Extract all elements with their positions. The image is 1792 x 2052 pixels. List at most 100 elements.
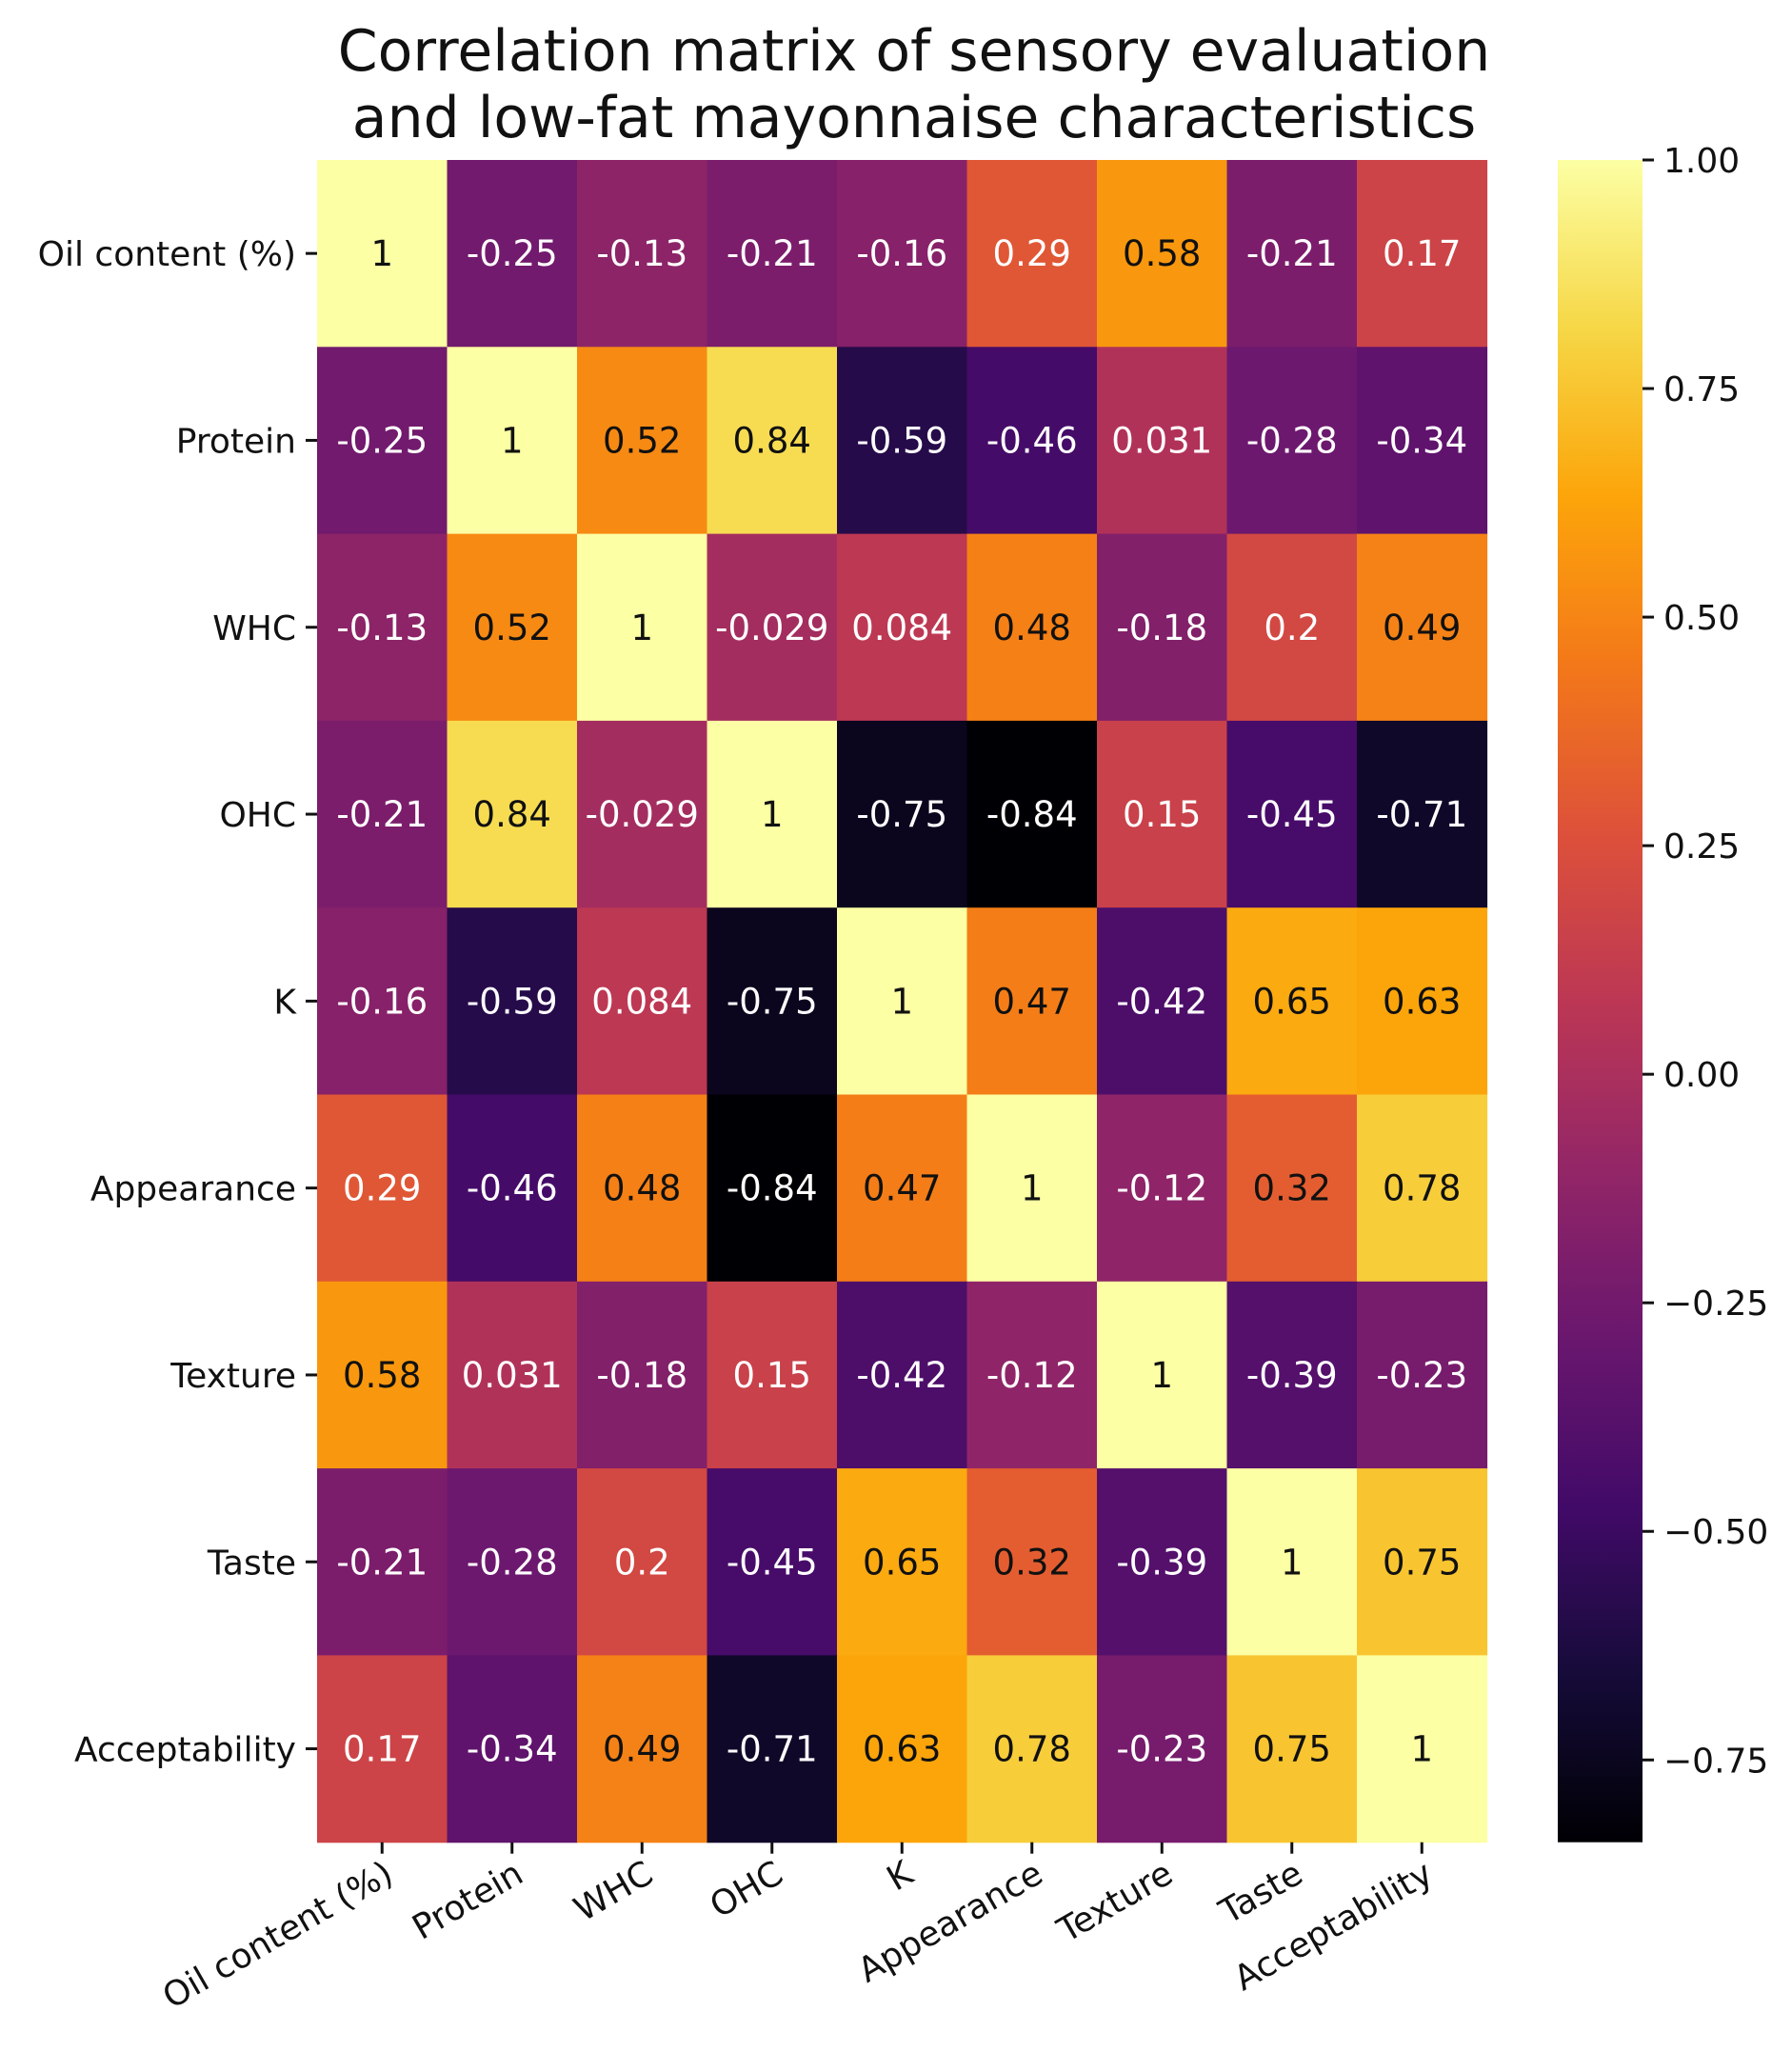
cell-value-label-7-7: 1 bbox=[1281, 1542, 1304, 1583]
cell-value-label-6-1: 0.031 bbox=[462, 1355, 563, 1396]
heatmap-cell-0-2 bbox=[577, 160, 708, 348]
heatmap-cell-1-3 bbox=[707, 347, 838, 535]
cell-value-label-2-2: 1 bbox=[630, 608, 653, 648]
cell-value-label-1-7: -0.28 bbox=[1246, 420, 1338, 461]
colorbar-tick-label-7: −0.75 bbox=[1663, 1742, 1768, 1781]
colorbar: 1.00 0.75 0.50 0.25 0.00 −0.25 −0.50 −0.75 bbox=[1558, 142, 1768, 1843]
heatmap-cell-6-2 bbox=[577, 1281, 708, 1469]
heatmap-cell-1-0 bbox=[317, 347, 448, 535]
row-label-oil-content: Oil content (%) bbox=[38, 235, 296, 274]
cell-value-label-8-1: -0.34 bbox=[467, 1729, 558, 1770]
cell-value-label-0-4: -0.16 bbox=[856, 233, 947, 274]
heatmap-cell-7-0 bbox=[317, 1468, 448, 1656]
heatmap-cell-4-8 bbox=[1357, 907, 1488, 1096]
heatmap-cell-1-6 bbox=[1097, 347, 1228, 535]
cell-value-label-1-3: 0.84 bbox=[733, 420, 811, 461]
heatmap-cell-8-5 bbox=[966, 1655, 1098, 1843]
heatmap-cell-0-8 bbox=[1357, 160, 1488, 348]
heatmap-cell-4-0 bbox=[317, 907, 448, 1096]
cell-value-label-2-7: 0.2 bbox=[1264, 608, 1320, 648]
heatmap-cell-3-1 bbox=[447, 720, 578, 908]
cell-value-label-5-1: -0.46 bbox=[467, 1168, 558, 1209]
heatmap-cell-3-3 bbox=[707, 720, 838, 908]
cell-value-label-5-0: 0.29 bbox=[343, 1168, 421, 1209]
chart-title-line-2: and low-fat mayonnaise characteristics bbox=[352, 85, 1476, 151]
heatmap-cell-3-7 bbox=[1226, 720, 1358, 908]
cell-value-label-6-0: 0.58 bbox=[343, 1355, 421, 1396]
cell-value-label-2-6: -0.18 bbox=[1116, 608, 1207, 648]
colorbar-tick-label-3: 0.25 bbox=[1663, 827, 1740, 867]
row-label-whc: WHC bbox=[212, 609, 296, 648]
heatmap-cell-7-8 bbox=[1357, 1468, 1488, 1656]
heatmap-cell-8-3 bbox=[707, 1655, 838, 1843]
heatmap-cell-6-1 bbox=[447, 1281, 578, 1469]
heatmap-cell-8-1 bbox=[447, 1655, 578, 1843]
cell-value-label-7-0: -0.21 bbox=[336, 1542, 428, 1583]
cell-value-label-8-0: 0.17 bbox=[343, 1729, 421, 1770]
heatmap-cell-8-2 bbox=[577, 1655, 708, 1843]
heatmap-cell-4-3 bbox=[707, 907, 838, 1096]
heatmap-cell-4-1 bbox=[447, 907, 578, 1096]
cell-value-label-3-7: -0.45 bbox=[1246, 794, 1338, 835]
cell-value-label-4-1: -0.59 bbox=[467, 981, 558, 1022]
heatmap-cell-2-1 bbox=[447, 533, 578, 722]
heatmap-cell-2-0 bbox=[317, 533, 448, 722]
cell-value-label-8-5: 0.78 bbox=[993, 1729, 1071, 1770]
row-label-k: K bbox=[273, 983, 297, 1022]
cell-value-label-0-2: -0.13 bbox=[596, 233, 687, 274]
column-label-appearance: Appearance bbox=[852, 1854, 1050, 1991]
heatmap-cell-7-1 bbox=[447, 1468, 578, 1656]
cell-value-label-4-6: -0.42 bbox=[1116, 981, 1207, 1022]
cell-value-label-6-6: 1 bbox=[1150, 1355, 1173, 1396]
cell-value-label-5-8: 0.78 bbox=[1383, 1168, 1461, 1209]
cell-value-label-4-8: 0.63 bbox=[1383, 981, 1461, 1022]
heatmap-cell-1-8 bbox=[1357, 347, 1488, 535]
cell-value-label-7-1: -0.28 bbox=[467, 1542, 558, 1583]
cell-value-label-1-2: 0.52 bbox=[603, 420, 681, 461]
cell-value-label-1-0: -0.25 bbox=[336, 420, 428, 461]
heatmap-cell-3-2 bbox=[577, 720, 708, 908]
cell-value-label-1-1: 1 bbox=[501, 420, 524, 461]
column-label-ohc: OHC bbox=[704, 1854, 789, 1926]
heatmap-cell-5-7 bbox=[1226, 1094, 1358, 1283]
colorbar-tick-label-5: −0.25 bbox=[1663, 1285, 1768, 1324]
heatmap-cells: 1 -0.25 -0.13 -0.21 -0.16 0.29 0.58 -0.21 0.17 -0… bbox=[317, 160, 1488, 1843]
row-label-appearance: Appearance bbox=[90, 1170, 296, 1209]
heatmap-cell-6-4 bbox=[837, 1281, 968, 1469]
heatmap-cell-8-6 bbox=[1097, 1655, 1228, 1843]
heatmap-cell-6-7 bbox=[1226, 1281, 1358, 1469]
chart-title-line-1: Correlation matrix of sensory evaluation bbox=[338, 18, 1491, 85]
heatmap-cell-5-5 bbox=[966, 1094, 1098, 1283]
cell-value-label-3-3: 1 bbox=[761, 794, 784, 835]
cell-value-label-4-3: -0.75 bbox=[727, 981, 818, 1022]
heatmap-cell-0-7 bbox=[1226, 160, 1358, 348]
cell-value-label-7-5: 0.32 bbox=[993, 1542, 1071, 1583]
cell-value-label-2-4: 0.084 bbox=[851, 608, 952, 648]
heatmap-cell-1-2 bbox=[577, 347, 708, 535]
cell-value-label-8-7: 0.75 bbox=[1253, 1729, 1331, 1770]
cell-value-label-8-2: 0.49 bbox=[603, 1729, 681, 1770]
cell-value-label-2-5: 0.48 bbox=[993, 608, 1071, 648]
heatmap-cell-1-7 bbox=[1226, 347, 1358, 535]
cell-value-label-8-8: 1 bbox=[1410, 1729, 1433, 1770]
cell-value-label-5-7: 0.32 bbox=[1253, 1168, 1331, 1209]
cell-value-label-1-6: 0.031 bbox=[1111, 420, 1212, 461]
cell-value-label-2-0: -0.13 bbox=[336, 608, 428, 648]
cell-value-label-4-7: 0.65 bbox=[1253, 981, 1331, 1022]
cell-value-label-6-8: -0.23 bbox=[1376, 1355, 1467, 1396]
row-label-texture: Texture bbox=[169, 1357, 296, 1396]
heatmap-cell-6-8 bbox=[1357, 1281, 1488, 1469]
row-label-acceptability: Acceptability bbox=[74, 1731, 296, 1770]
cell-value-label-4-2: 0.084 bbox=[591, 981, 692, 1022]
heatmap-cell-1-4 bbox=[837, 347, 968, 535]
column-label-oil-content: Oil content (%) bbox=[156, 1854, 400, 2017]
colorbar-tick-label-0: 1.00 bbox=[1663, 142, 1740, 181]
cell-value-label-0-8: 0.17 bbox=[1383, 233, 1461, 274]
cell-value-label-0-3: -0.21 bbox=[727, 233, 818, 274]
cell-value-label-6-3: 0.15 bbox=[733, 1355, 811, 1396]
heatmap-cell-3-5 bbox=[966, 720, 1098, 908]
row-label-taste: Taste bbox=[207, 1544, 296, 1583]
